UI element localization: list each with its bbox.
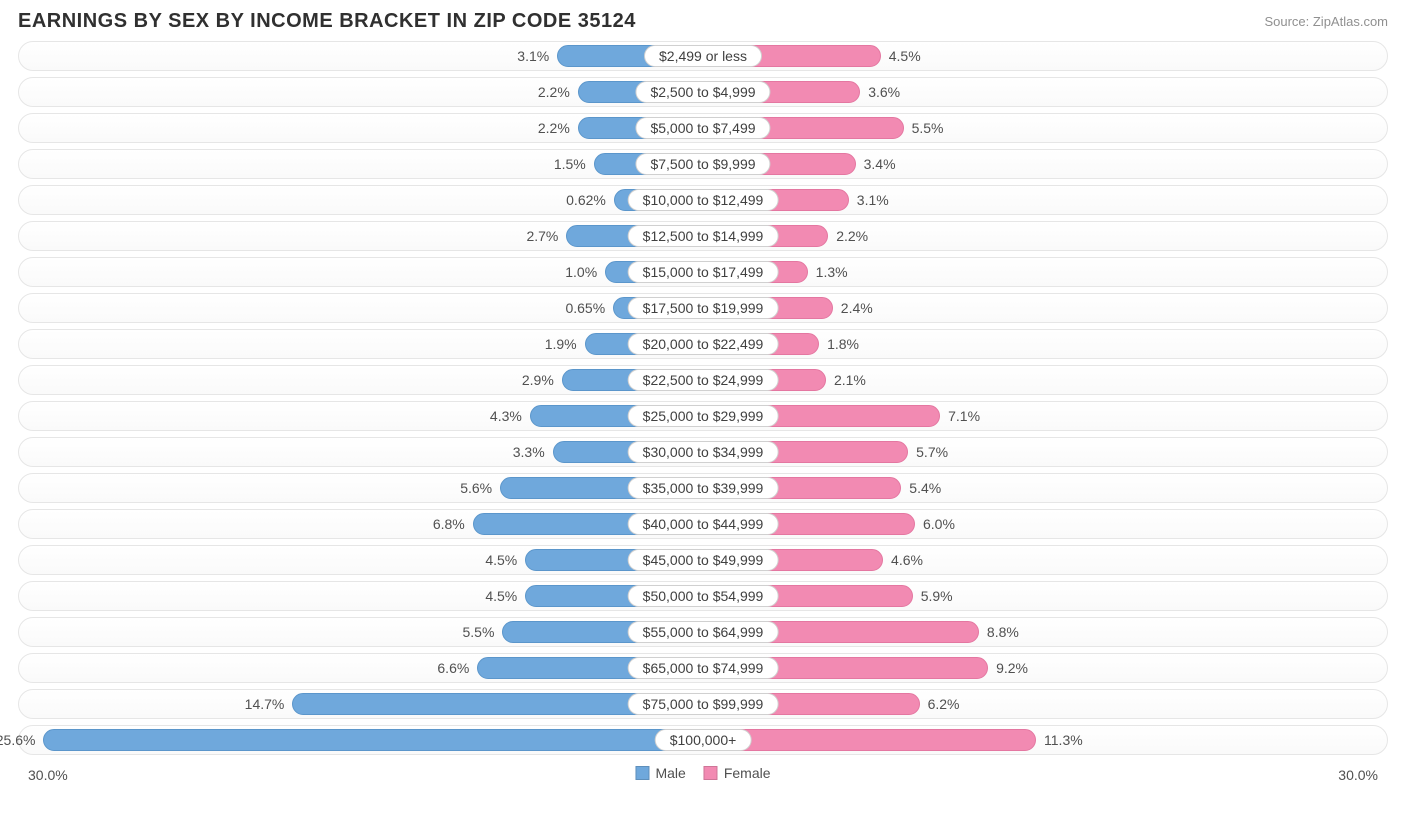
category-pill: $55,000 to $64,999 (628, 621, 779, 643)
value-label-female: 11.3% (1044, 726, 1083, 754)
value-label-female: 5.5% (912, 114, 944, 142)
value-label-female: 4.5% (889, 42, 921, 70)
value-label-male: 5.5% (463, 618, 495, 646)
value-label-female: 9.2% (996, 654, 1028, 682)
category-pill: $30,000 to $34,999 (628, 441, 779, 463)
category-pill: $40,000 to $44,999 (628, 513, 779, 535)
value-label-male: 2.2% (538, 114, 570, 142)
category-pill: $65,000 to $74,999 (628, 657, 779, 679)
value-label-male: 6.6% (437, 654, 469, 682)
chart-row: 3.3% 5.7% $30,000 to $34,999 (18, 437, 1388, 467)
category-pill: $10,000 to $12,499 (628, 189, 779, 211)
value-label-female: 2.4% (841, 294, 873, 322)
value-label-male: 0.62% (566, 186, 606, 214)
chart-source: Source: ZipAtlas.com (1264, 10, 1388, 29)
value-label-female: 2.1% (834, 366, 866, 394)
chart-row: 0.65% 2.4% $17,500 to $19,999 (18, 293, 1388, 323)
category-pill: $12,500 to $14,999 (628, 225, 779, 247)
legend-label-female: Female (724, 765, 771, 781)
value-label-male: 5.6% (460, 474, 492, 502)
chart-row: 2.9% 2.1% $22,500 to $24,999 (18, 365, 1388, 395)
chart-header: EARNINGS BY SEX BY INCOME BRACKET IN ZIP… (0, 0, 1406, 41)
value-label-female: 5.4% (909, 474, 941, 502)
value-label-male: 4.5% (485, 582, 517, 610)
value-label-male: 2.9% (522, 366, 554, 394)
legend-label-male: Male (655, 765, 685, 781)
chart-body: 3.1% 4.5% $2,499 or less 2.2% 3.6% $2,500 to … (0, 41, 1406, 755)
category-pill: $35,000 to $39,999 (628, 477, 779, 499)
category-pill: $22,500 to $24,999 (628, 369, 779, 391)
chart-row: 5.5% 8.8% $55,000 to $64,999 (18, 617, 1388, 647)
value-label-male: 1.9% (545, 330, 577, 358)
axis-max-right: 30.0% (1338, 767, 1378, 783)
value-label-female: 1.3% (816, 258, 848, 286)
value-label-female: 6.2% (928, 690, 960, 718)
category-pill: $5,000 to $7,499 (635, 117, 770, 139)
value-label-female: 3.6% (868, 78, 900, 106)
chart-row: 1.5% 3.4% $7,500 to $9,999 (18, 149, 1388, 179)
value-label-female: 2.2% (836, 222, 868, 250)
value-label-female: 1.8% (827, 330, 859, 358)
chart-row: 5.6% 5.4% $35,000 to $39,999 (18, 473, 1388, 503)
category-pill: $7,500 to $9,999 (635, 153, 770, 175)
axis-max-left: 30.0% (28, 767, 68, 783)
value-label-female: 5.9% (921, 582, 953, 610)
chart-row: 4.5% 4.6% $45,000 to $49,999 (18, 545, 1388, 575)
value-label-female: 3.1% (857, 186, 889, 214)
category-pill: $25,000 to $29,999 (628, 405, 779, 427)
value-label-male: 0.65% (565, 294, 605, 322)
value-label-male: 6.8% (433, 510, 465, 538)
value-label-male: 3.1% (517, 42, 549, 70)
value-label-female: 8.8% (987, 618, 1019, 646)
legend-swatch-female (704, 766, 718, 780)
chart-row: 4.3% 7.1% $25,000 to $29,999 (18, 401, 1388, 431)
legend-item-male: Male (635, 765, 685, 781)
legend: Male Female (635, 765, 770, 781)
value-label-male: 4.3% (490, 402, 522, 430)
value-label-male: 4.5% (485, 546, 517, 574)
value-label-female: 5.7% (916, 438, 948, 466)
value-label-male: 3.3% (513, 438, 545, 466)
chart-row: 1.9% 1.8% $20,000 to $22,499 (18, 329, 1388, 359)
chart-footer: 30.0% Male Female 30.0% (0, 761, 1406, 791)
chart-row: 6.6% 9.2% $65,000 to $74,999 (18, 653, 1388, 683)
legend-swatch-male (635, 766, 649, 780)
chart-title: EARNINGS BY SEX BY INCOME BRACKET IN ZIP… (18, 10, 636, 33)
value-label-female: 7.1% (948, 402, 980, 430)
chart-row: 6.8% 6.0% $40,000 to $44,999 (18, 509, 1388, 539)
value-label-female: 6.0% (923, 510, 955, 538)
category-pill: $15,000 to $17,499 (628, 261, 779, 283)
category-pill: $20,000 to $22,499 (628, 333, 779, 355)
value-label-female: 3.4% (864, 150, 896, 178)
value-label-male: 2.7% (526, 222, 558, 250)
category-pill: $2,499 or less (644, 45, 762, 67)
category-pill: $2,500 to $4,999 (635, 81, 770, 103)
chart-row: 25.6%11.3%$100,000+ (18, 725, 1388, 755)
category-pill: $75,000 to $99,999 (628, 693, 779, 715)
category-pill: $100,000+ (655, 729, 752, 751)
chart-row: 1.0% 1.3% $15,000 to $17,499 (18, 257, 1388, 287)
chart-row: 2.7% 2.2% $12,500 to $14,999 (18, 221, 1388, 251)
chart-row: 3.1% 4.5% $2,499 or less (18, 41, 1388, 71)
value-label-male: 1.5% (554, 150, 586, 178)
value-label-male: 25.6% (0, 726, 35, 754)
value-label-male: 1.0% (565, 258, 597, 286)
value-label-female: 4.6% (891, 546, 923, 574)
bar-male (43, 729, 703, 751)
legend-item-female: Female (704, 765, 771, 781)
chart-row: 2.2% 5.5% $5,000 to $7,499 (18, 113, 1388, 143)
category-pill: $17,500 to $19,999 (628, 297, 779, 319)
category-pill: $45,000 to $49,999 (628, 549, 779, 571)
chart-row: 4.5% 5.9% $50,000 to $54,999 (18, 581, 1388, 611)
category-pill: $50,000 to $54,999 (628, 585, 779, 607)
chart-row: 14.7% 6.2% $75,000 to $99,999 (18, 689, 1388, 719)
value-label-male: 14.7% (245, 690, 285, 718)
bar-female (703, 729, 1036, 751)
value-label-male: 2.2% (538, 78, 570, 106)
chart-row: 0.62% 3.1% $10,000 to $12,499 (18, 185, 1388, 215)
chart-row: 2.2% 3.6% $2,500 to $4,999 (18, 77, 1388, 107)
